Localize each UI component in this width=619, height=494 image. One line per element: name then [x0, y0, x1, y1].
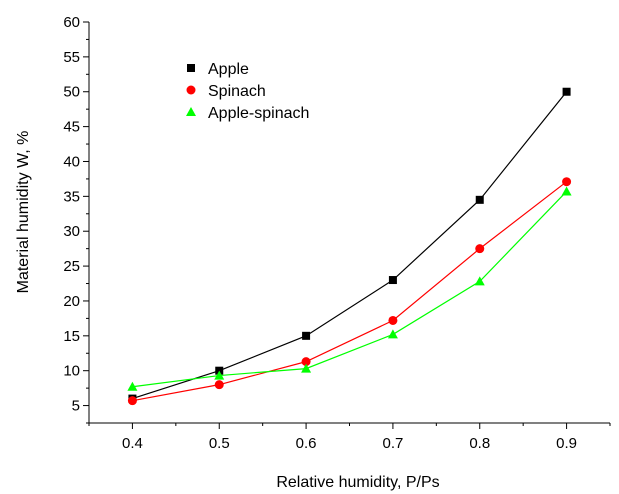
y-tick-label: 30: [63, 223, 80, 240]
y-tick-label: 40: [63, 153, 80, 170]
data-point-apple: [388, 276, 397, 285]
y-tick-label: 10: [63, 363, 80, 380]
y-tick-label: 35: [63, 188, 80, 205]
y-tick-label: 20: [63, 293, 80, 310]
y-tick-label: 25: [63, 258, 80, 275]
x-tick-label: 0.6: [296, 435, 317, 452]
legend: Apple Spinach Apple-spinach: [186, 61, 309, 122]
series-line-spinach: [132, 181, 567, 402]
legend-label-apple-spinach: Apple-spinach: [208, 105, 309, 122]
x-axis-title: Relative humidity, P/Ps: [276, 474, 439, 491]
data-point-apple-spinach: [387, 329, 398, 339]
data-point-spinach: [214, 380, 224, 390]
data-point-spinach: [301, 357, 311, 367]
series-line-apple-spinach: [132, 191, 568, 388]
legend-label-spinach: Spinach: [208, 83, 266, 100]
y-tick-label: 60: [63, 14, 80, 31]
series-line-apple: [132, 91, 568, 400]
x-tick-label: 0.5: [209, 435, 230, 452]
x-tick-label: 0.4: [122, 435, 143, 452]
y-tick-label: 55: [63, 49, 80, 66]
data-point-apple-spinach: [214, 370, 225, 380]
y-tick-label: 50: [63, 84, 80, 101]
y-tick-label: 45: [63, 119, 80, 136]
data-point-spinach: [562, 177, 572, 187]
data-point-apple-spinach: [561, 186, 572, 196]
legend-swatch-apple-spinach: [186, 107, 196, 116]
series-lines: [132, 91, 568, 402]
data-point-spinach: [388, 315, 398, 325]
data-point-apple: [302, 331, 311, 340]
data-point-spinach: [475, 244, 485, 254]
data-point-apple-spinach: [301, 363, 312, 373]
data-point-apple: [475, 195, 484, 204]
legend-swatch-spinach: [186, 85, 196, 95]
y-tick-label: 5: [72, 398, 80, 415]
data-point-apple: [562, 87, 571, 96]
y-ticks: 5 10 15 20 25 30 35 40 45 50 55 60: [63, 14, 89, 424]
x-tick-label: 0.7: [382, 435, 403, 452]
x-ticks: 0.4 0.5 0.6 0.7 0.8 0.9: [88, 423, 611, 452]
legend-label-apple: Apple: [208, 61, 249, 78]
data-point-spinach: [127, 396, 137, 406]
y-tick-label: 15: [63, 328, 80, 345]
series-markers: [127, 87, 572, 406]
data-point-apple-spinach: [127, 381, 138, 391]
data-point-apple-spinach: [474, 276, 485, 286]
legend-swatch-apple: [187, 64, 195, 72]
x-tick-label: 0.9: [556, 435, 577, 452]
x-tick-label: 0.8: [469, 435, 490, 452]
y-axis-title: Material humidity W, %: [15, 131, 32, 294]
